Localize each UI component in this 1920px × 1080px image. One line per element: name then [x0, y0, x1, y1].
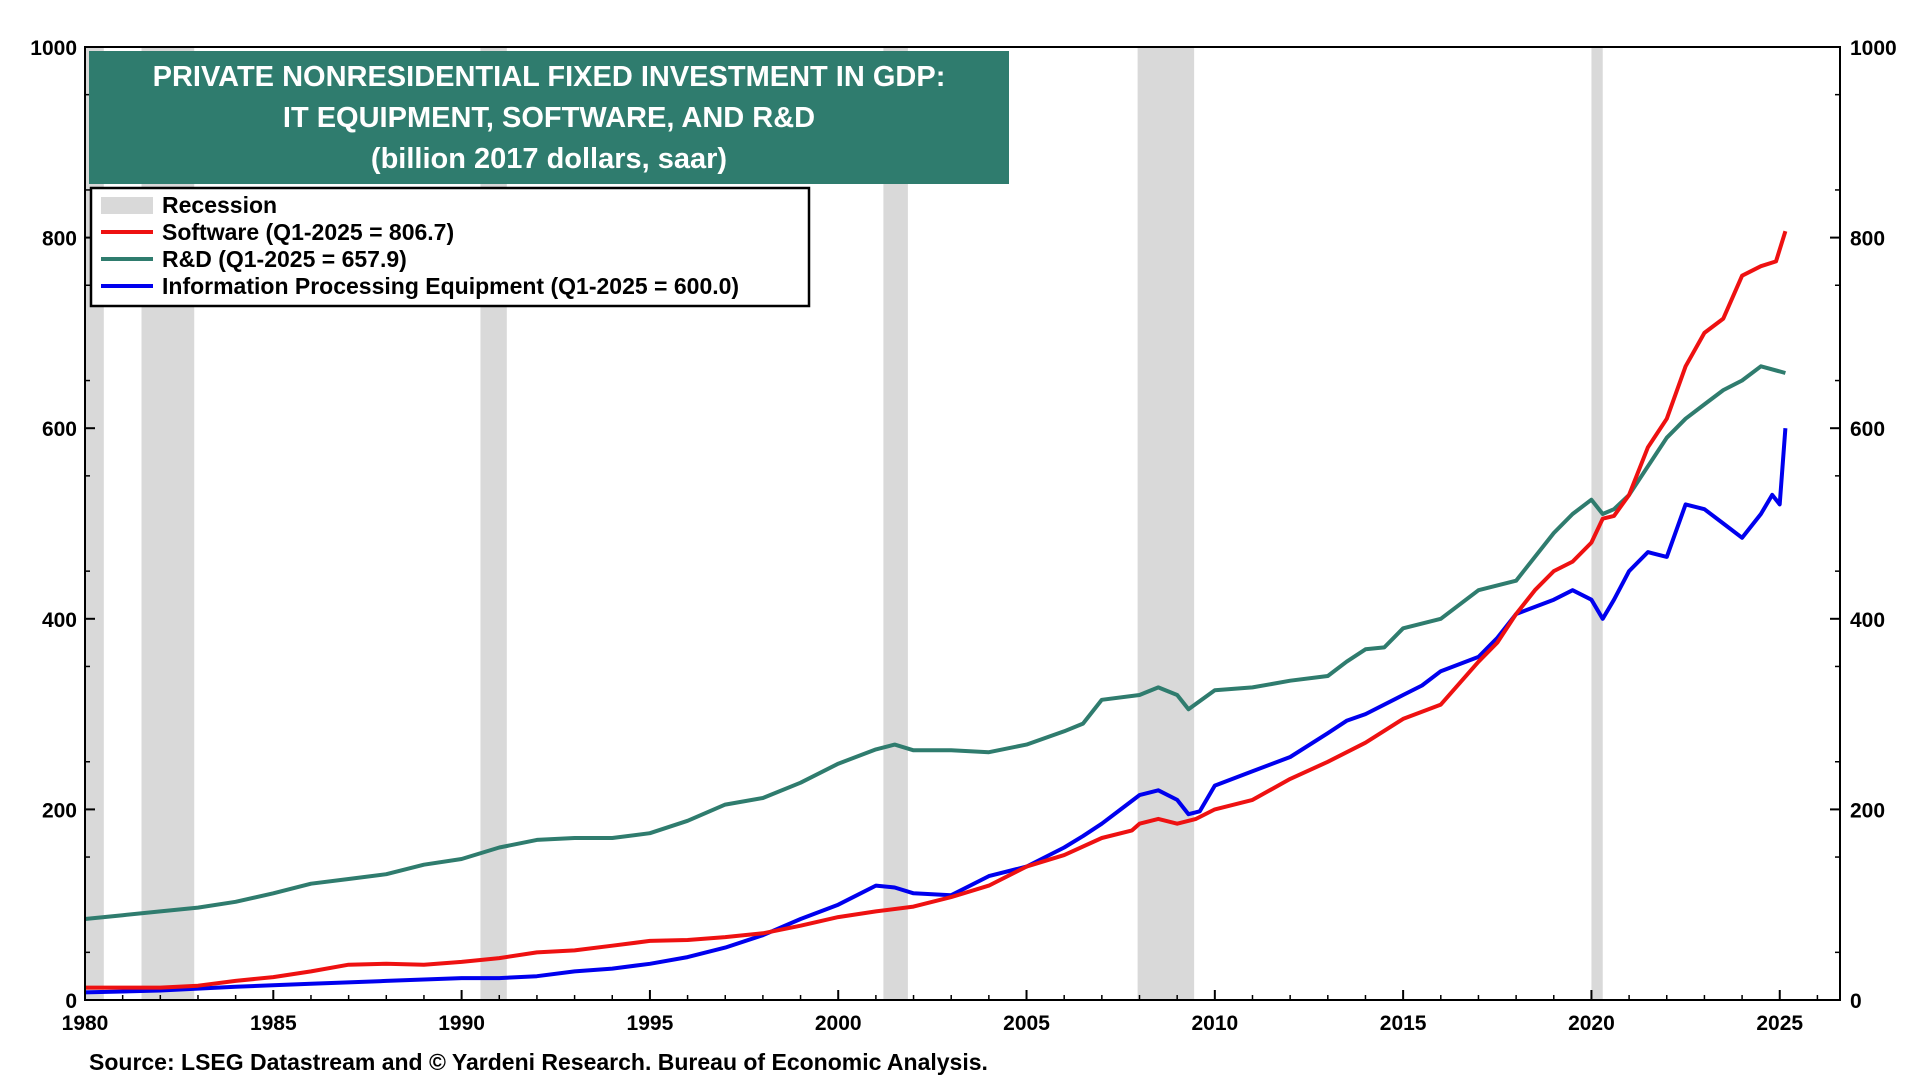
y-tick-label-left: 1000	[30, 37, 77, 60]
recession-bands	[85, 47, 1603, 1000]
chart-title-line-2: IT EQUIPMENT, SOFTWARE, AND R&D	[283, 102, 815, 134]
legend-equipment-label: Information Processing Equipment (Q1-202…	[162, 273, 739, 299]
legend-recession-swatch	[101, 197, 153, 214]
x-tick-label: 1995	[627, 1012, 674, 1035]
title-background	[89, 51, 1009, 184]
y-tick-label-left: 400	[42, 609, 77, 632]
legend-software-label: Software (Q1-2025 = 806.7)	[162, 219, 454, 245]
y-tick-label-right: 600	[1850, 418, 1885, 441]
series-rd-line	[84, 364, 1786, 921]
legend-recession-label: Recession	[162, 192, 277, 218]
x-tick-label: 2005	[1003, 1012, 1050, 1035]
y-tick-label-right: 400	[1850, 609, 1885, 632]
y-tick-label-right: 1000	[1850, 37, 1897, 60]
plot-area-frame	[84, 46, 1841, 1001]
y-tick-label-left: 0	[65, 990, 77, 1013]
series-lines	[84, 230, 1788, 995]
title-box: PRIVATE NONRESIDENTIAL FIXED INVESTMENT …	[89, 51, 1009, 184]
x-tick-label: 2025	[1756, 1012, 1803, 1035]
chart-title-line-3: (billion 2017 dollars, saar)	[371, 143, 727, 175]
chart-title-line-1: PRIVATE NONRESIDENTIAL FIXED INVESTMENT …	[153, 61, 946, 93]
y-tick-label-left: 800	[42, 228, 77, 251]
x-tick-label: 2000	[815, 1012, 862, 1035]
recession-band	[883, 47, 908, 1000]
legend-box	[89, 186, 811, 308]
source-note: Source: LSEG Datastream and © Yardeni Re…	[89, 1049, 988, 1075]
y-tick-label-right: 200	[1850, 799, 1885, 822]
x-tick-label: 2010	[1191, 1012, 1238, 1035]
recession-band	[1137, 47, 1195, 1000]
legend-rd-label: R&D (Q1-2025 = 657.9)	[162, 246, 407, 272]
x-tick-label: 2020	[1568, 1012, 1615, 1035]
y-tick-label-left: 200	[42, 799, 77, 822]
y-tick-label-right: 0	[1850, 990, 1862, 1013]
x-tick-label: 1985	[250, 1012, 297, 1035]
recession-band	[1591, 47, 1603, 1000]
axis-ticks: 1980 1985 1990 1995 2000 2005 2010 2015 2020 2025…	[30, 37, 1896, 1035]
y-tick-label-right: 800	[1850, 228, 1885, 251]
x-tick-label: 1990	[438, 1012, 485, 1035]
y-tick-label-left: 600	[42, 418, 77, 441]
x-tick-label: 2015	[1380, 1012, 1427, 1035]
series-equipment-line	[84, 428, 1788, 995]
legend: Recession Software (Q1-2025 = 806.7) R&D…	[89, 186, 811, 308]
x-tick-label: 1980	[62, 1012, 109, 1035]
series-software-line	[85, 230, 1788, 990]
